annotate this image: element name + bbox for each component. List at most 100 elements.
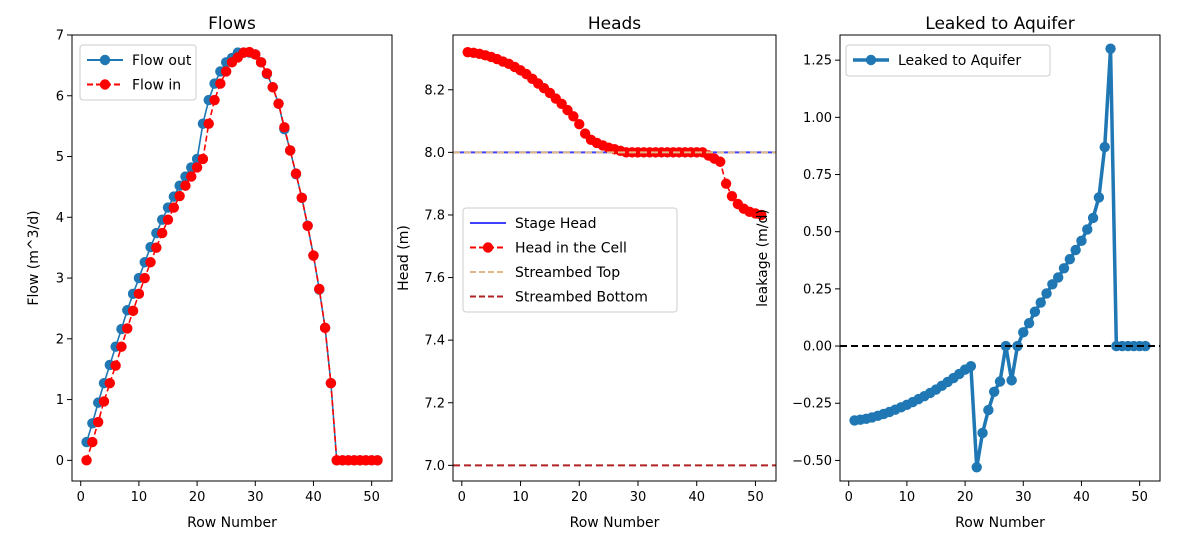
data-point-2-0-24 [988,386,1000,397]
data-point-0-1-22 [209,94,220,106]
data-point-0-1-36 [290,168,302,179]
axes-frame-1 [452,34,777,482]
data-point-2-0-23 [983,404,994,416]
y-tick-label: 7.2 [424,396,445,411]
legend-label: Streambed Bottom [515,290,648,306]
y-tick-label: 0.50 [803,225,832,240]
y-tick-label: −0.25 [792,397,832,412]
data-point-0-1-8 [127,305,139,317]
data-point-2-0-40 [1082,224,1093,235]
x-tick-label: 20 [571,490,588,505]
legend-marker [99,79,111,90]
y-tick-label: 7.0 [424,459,445,474]
data-point-0-1-16 [174,190,185,202]
data-point-0-1-50 [372,455,383,466]
y-tick-label: 5 [56,150,64,165]
legend-marker [99,54,111,66]
data-point-0-1-4 [104,377,116,389]
data-point-0-1-34 [279,122,290,133]
y-tick-label: 1.00 [803,111,832,126]
data-point-0-1-14 [162,214,174,225]
legend-1: Stage Head Head in the Cell Streambed Top S… [462,207,678,313]
data-point-0-1-9 [133,288,145,300]
data-point-1-1-19 [574,119,585,130]
legend-label: Streambed Top [515,265,620,281]
data-point-2-0-21 [971,462,982,473]
y-tick-label: 7.8 [424,208,445,223]
data-point-0-1-6 [116,341,127,352]
data-point-2-0-31 [1029,306,1041,317]
data-point-0-1-41 [319,322,331,334]
x-tick-label: 30 [247,490,264,505]
y-tick-label: 2 [56,332,64,347]
data-point-0-1-1 [87,436,98,448]
panel-1: 0 10 20 30 40 50 7.0 7.2 7.4 7.6 7.8 8.0 8.2 Heads Row… [396,14,777,531]
plot-area-0 [81,46,383,466]
series-line-1-1 [467,51,762,216]
legend-0: Flow out Flow in [79,44,197,101]
y-axis-label: leakage (m/d) [755,209,771,307]
data-point-0-1-11 [145,257,156,268]
y-tick-label: 3 [56,272,64,287]
data-point-0-1-39 [308,250,319,261]
series-0-1 [81,46,383,466]
series-line-0-0 [85,51,378,462]
panel-2: 0 10 20 30 40 50 −0.50 −0.25 0.00 0.25 0.50 0.75 1.0… [755,14,1161,531]
data-point-0-1-20 [197,153,209,165]
data-point-0-1-31 [261,68,273,79]
data-point-0-1-3 [98,396,110,407]
data-point-0-1-30 [255,57,267,68]
legend-marker [865,54,877,66]
data-point-0-1-23 [215,78,226,89]
data-point-0-1-42 [325,377,337,389]
data-point-0-1-5 [110,360,121,371]
legend-label: Flow in [132,78,181,94]
y-tick-label: 1 [56,393,64,408]
data-point-2-0-35 [1052,272,1064,283]
data-point-2-0-44 [1105,43,1116,54]
y-tick-label: 0.75 [803,168,832,183]
data-point-0-1-12 [151,242,162,253]
data-point-0-1-15 [168,202,180,213]
series-line-0-1 [85,51,378,462]
legend-2: Leaked to Aquifer [845,44,1051,77]
x-tick-label: 0 [458,490,466,505]
y-tick-label: 6 [56,89,64,104]
x-tick-label: 0 [845,490,853,505]
chart-title: Flows [208,14,256,34]
series-1-1 [462,47,767,221]
series-0-0 [81,47,383,466]
x-tick-label: 50 [363,490,380,505]
series-2-0 [849,43,1151,473]
y-tick-label: 8.2 [424,83,445,98]
y-tick-label: 7 [56,29,64,44]
plot-area-1 [453,47,776,467]
y-tick-label: 7.6 [424,271,445,286]
data-point-1-1-44 [720,178,732,189]
y-tick-label: 0.25 [803,282,832,297]
x-tick-label: 10 [899,490,916,505]
y-tick-label: 4 [56,211,64,226]
data-point-2-0-34 [1047,279,1058,290]
x-tick-label: 50 [747,490,764,505]
data-point-2-0-33 [1041,288,1052,299]
legend-label: Stage Head [515,216,597,232]
x-tick-label: 10 [131,490,148,505]
axes-frame-2 [839,34,1161,482]
y-tick-label: 7.4 [424,334,445,349]
y-tick-label: 1.25 [803,54,832,69]
x-tick-label: 30 [1015,490,1032,505]
data-point-2-0-37 [1064,253,1076,265]
data-point-0-1-2 [92,416,104,428]
legend-box [462,207,678,313]
y-axis-label: Head (m) [396,225,412,291]
x-tick-label: 20 [189,490,206,505]
data-point-0-1-32 [267,82,278,93]
x-axis-label: Row Number [187,515,277,531]
legend-box [845,44,1051,77]
y-tick-label: 8.0 [424,146,445,161]
data-point-2-0-20 [965,360,977,372]
x-tick-label: 0 [77,490,85,505]
data-point-0-1-21 [203,118,214,129]
